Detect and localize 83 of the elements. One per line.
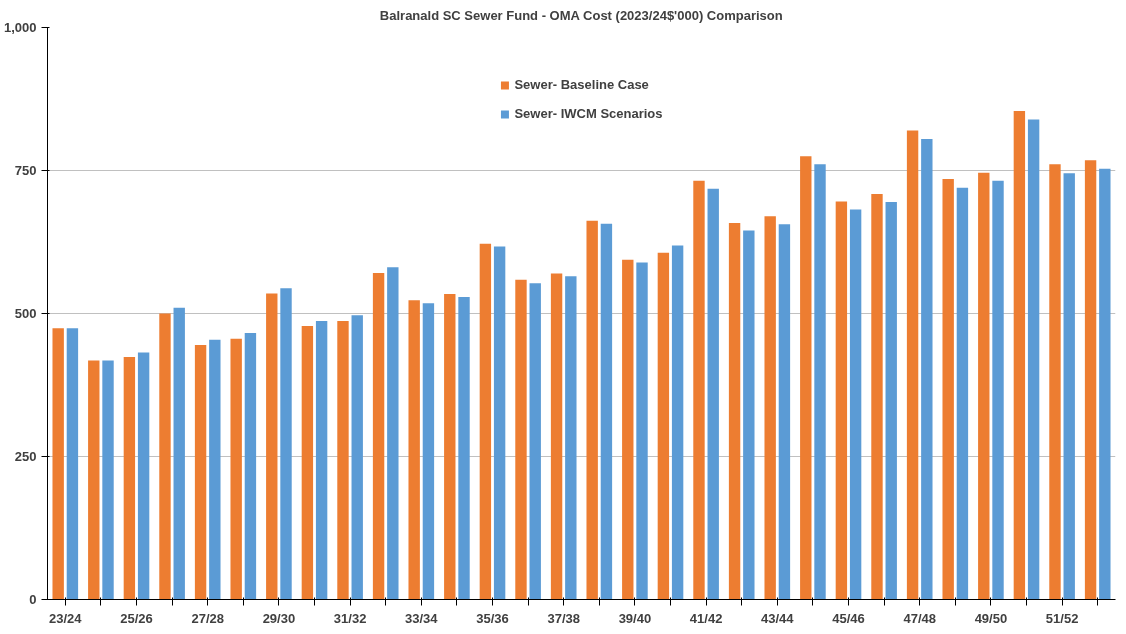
bar <box>315 320 328 600</box>
bar <box>778 224 791 600</box>
bar <box>743 230 755 600</box>
bar <box>372 272 385 600</box>
bar <box>728 223 741 600</box>
bar <box>1084 160 1097 600</box>
bar <box>408 300 420 600</box>
y-tick-label: 750 <box>14 163 37 178</box>
x-tick-label: 47/48 <box>903 610 936 626</box>
bar <box>1013 111 1026 600</box>
x-tick-label: 31/32 <box>333 610 367 626</box>
bar <box>515 279 527 600</box>
bar <box>586 220 598 600</box>
bar <box>244 332 257 600</box>
bar <box>693 180 705 600</box>
bar <box>52 328 64 600</box>
bar <box>1049 164 1061 600</box>
x-tick-label: 43/44 <box>761 610 795 626</box>
bar <box>835 201 848 600</box>
y-tick-label: 500 <box>14 306 37 321</box>
bar <box>942 179 954 600</box>
bar <box>458 296 470 600</box>
bar <box>493 246 506 600</box>
x-tick-label: 35/36 <box>476 610 509 626</box>
bar <box>387 267 399 600</box>
bar <box>885 201 897 600</box>
bar <box>707 188 719 600</box>
x-tick-label: 51/52 <box>1045 610 1079 626</box>
x-tick-label: 37/38 <box>547 610 580 626</box>
bar <box>230 338 242 600</box>
x-tick-label: 33/34 <box>405 610 439 626</box>
bar <box>88 360 100 600</box>
y-tick-label: 0 <box>29 592 37 607</box>
bar <box>1063 173 1075 600</box>
x-tick-label: 27/28 <box>191 610 224 626</box>
bar <box>123 356 136 600</box>
bar <box>921 139 933 600</box>
bar <box>422 303 435 600</box>
bar <box>978 172 990 600</box>
bar <box>622 259 634 600</box>
bar <box>906 130 919 600</box>
bar <box>266 293 278 600</box>
bar <box>814 164 826 600</box>
bar <box>600 223 613 600</box>
bar <box>529 283 541 600</box>
x-tick-label: 23/24 <box>49 610 83 626</box>
bar <box>173 307 185 600</box>
bar <box>956 187 969 600</box>
bar <box>550 273 563 600</box>
bar <box>102 360 114 600</box>
x-tick-label: 29/30 <box>262 610 296 626</box>
bar <box>764 216 776 600</box>
bar <box>657 252 670 600</box>
bar <box>849 209 862 600</box>
bar <box>992 180 1004 600</box>
bar <box>871 193 883 600</box>
bar <box>351 315 363 600</box>
bar <box>159 313 171 600</box>
x-tick-label: 25/26 <box>120 610 153 626</box>
bar <box>66 328 79 600</box>
bar <box>671 245 684 600</box>
x-tick-label: 39/40 <box>618 610 652 626</box>
bar <box>280 288 292 600</box>
bar <box>301 326 314 600</box>
legend-label: Sewer- Baseline Case <box>514 77 649 92</box>
bar <box>800 156 812 600</box>
bar <box>1099 168 1111 600</box>
bar <box>337 320 349 600</box>
x-tick-label: 41/42 <box>689 610 723 626</box>
y-tick-label: 250 <box>14 449 37 464</box>
bar <box>194 344 207 600</box>
x-tick-label: 49/50 <box>974 610 1008 626</box>
bar <box>444 294 456 600</box>
bar <box>209 339 221 600</box>
bar <box>137 352 150 600</box>
chart-title: Balranald SC Sewer Fund - OMA Cost (2023/24$'000) Comparison <box>379 7 783 23</box>
bar <box>479 243 492 600</box>
y-tick-label: 1,000 <box>3 20 37 35</box>
bar <box>565 276 577 600</box>
bar <box>1027 119 1040 600</box>
bar <box>636 262 648 600</box>
x-tick-label: 45/46 <box>832 610 865 626</box>
legend-label: Sewer- IWCM Scenarios <box>514 106 663 121</box>
